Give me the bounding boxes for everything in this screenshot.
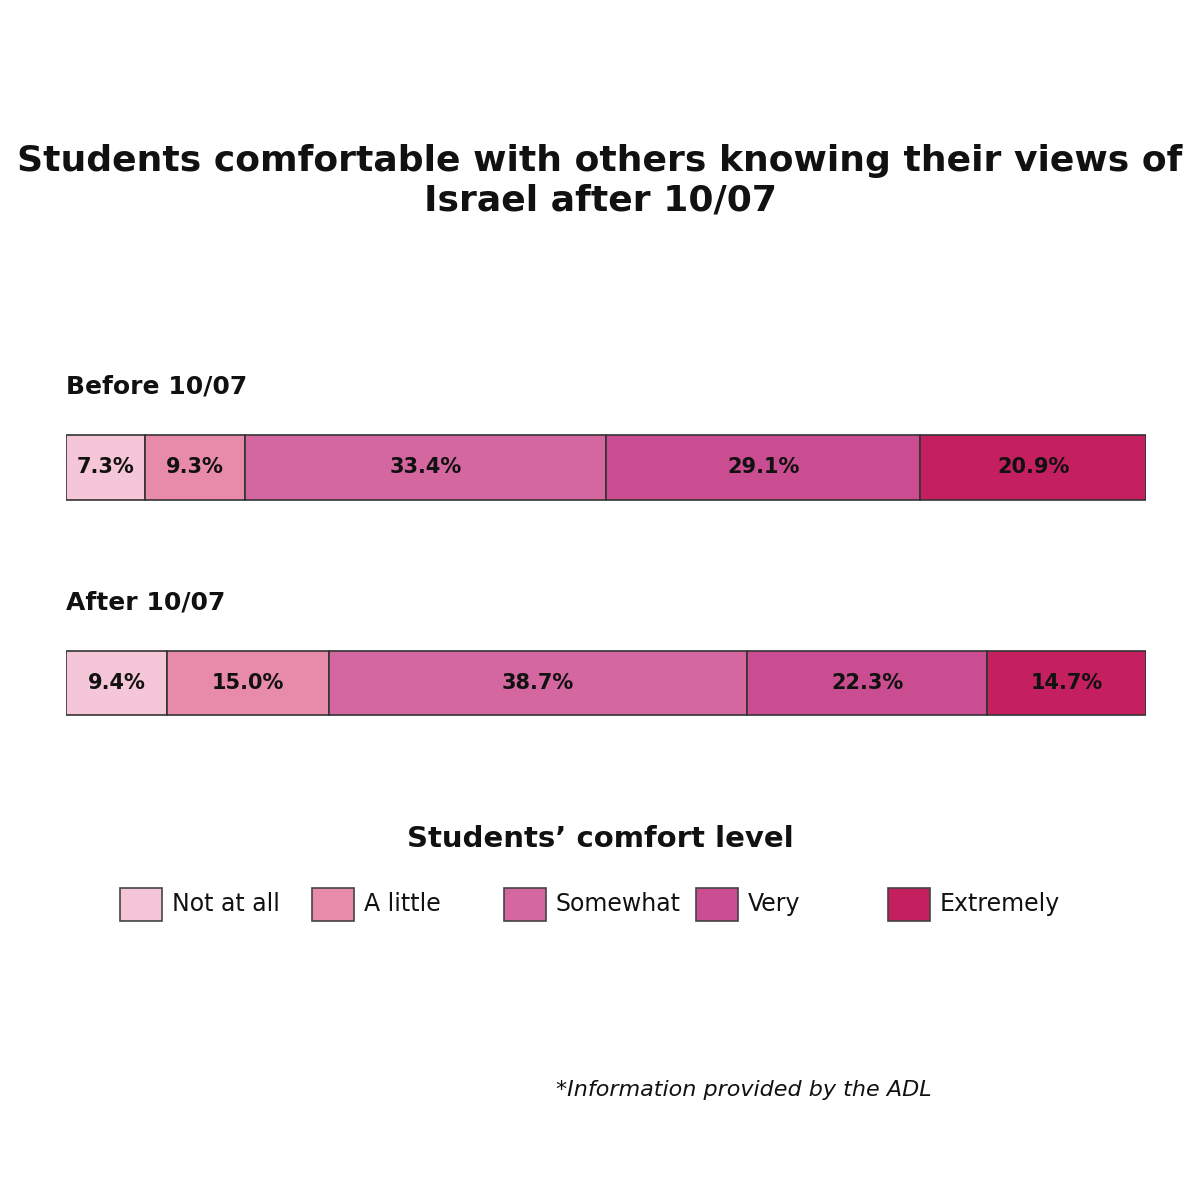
Bar	[329, 651, 746, 715]
Bar	[988, 651, 1146, 715]
Bar	[168, 651, 329, 715]
Text: Students comfortable with others knowing their views of Israel after 10/07: Students comfortable with others knowing…	[17, 144, 1183, 217]
Text: After 10/07: After 10/07	[66, 591, 226, 615]
Text: 9.3%: 9.3%	[166, 458, 224, 477]
Text: Extremely: Extremely	[940, 893, 1060, 916]
Text: 9.4%: 9.4%	[88, 673, 145, 692]
Text: 38.7%: 38.7%	[502, 673, 574, 692]
Text: 22.3%: 22.3%	[830, 673, 904, 692]
Bar	[145, 435, 245, 500]
Text: 29.1%: 29.1%	[727, 458, 799, 477]
Bar	[746, 651, 988, 715]
Text: A little: A little	[364, 893, 440, 916]
Text: Not at all: Not at all	[172, 893, 280, 916]
Text: Students’ comfort level: Students’ comfort level	[407, 824, 793, 853]
Text: 14.7%: 14.7%	[1031, 673, 1103, 692]
Text: 20.9%: 20.9%	[997, 458, 1069, 477]
Text: Before 10/07: Before 10/07	[66, 375, 247, 399]
Bar	[66, 435, 145, 500]
Bar	[245, 435, 606, 500]
Bar	[606, 435, 920, 500]
Text: 33.4%: 33.4%	[390, 458, 462, 477]
Text: 7.3%: 7.3%	[77, 458, 134, 477]
Text: 15.0%: 15.0%	[212, 673, 284, 692]
Bar	[920, 435, 1146, 500]
Text: Very: Very	[748, 893, 800, 916]
Text: *Information provided by the ADL: *Information provided by the ADL	[556, 1081, 932, 1100]
Bar	[66, 651, 168, 715]
Text: Somewhat: Somewhat	[556, 893, 680, 916]
